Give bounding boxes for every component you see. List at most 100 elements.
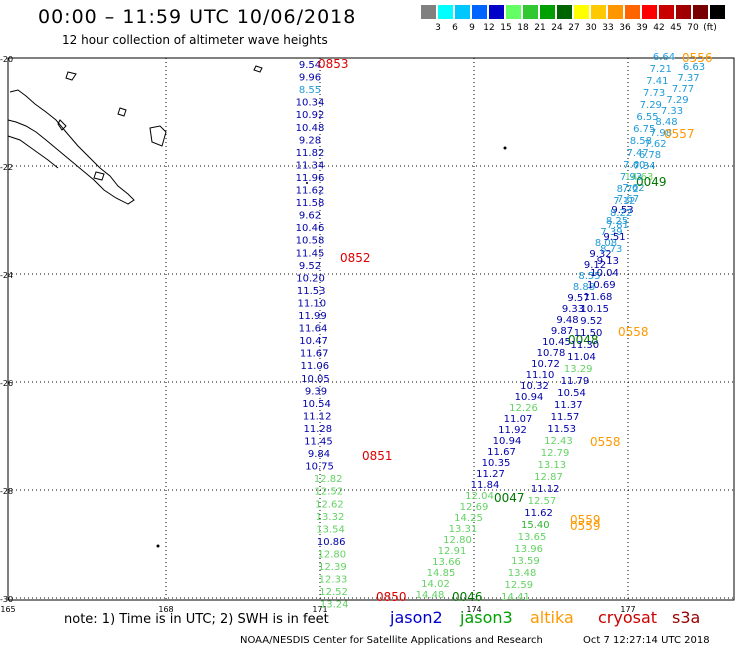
scale-swatch [625,5,640,19]
swh-value: 11.58 [296,198,325,209]
map-subtitle: 12 hour collection of altimeter wave hei… [62,33,328,47]
legend-item-jason3: jason3 [460,608,513,627]
swh-value: 9.32 [589,249,611,260]
swh-value: 11.84 [471,480,500,491]
swh-value: 11.68 [584,292,613,303]
swh-value: 12.79 [541,448,570,459]
swh-value: 10.48 [296,123,325,134]
swh-value: 10.32 [520,381,549,392]
swh-value: 7.41 [646,76,668,87]
swh-value: 7.47 [626,148,648,159]
coastline [7,65,507,548]
swh-value: 12.87 [534,472,563,483]
x-tick-label: 177 [620,605,635,614]
scale-swatch [710,5,725,19]
y-tick-label: -30 [0,595,13,604]
swh-value: 11.34 [296,160,325,171]
swh-value: 12.04 [465,491,494,502]
swh-value: 10.86 [317,537,346,548]
swh-value: 9.48 [556,315,578,326]
scale-swatch [472,5,487,19]
scale-label: 21 [534,23,546,33]
swh-value: 7.62 [644,139,666,150]
scale-swatch [421,5,436,19]
scale-label: 27 [568,23,580,33]
swh-value: 12.33 [319,575,348,586]
swh-value: 11.96 [296,173,325,184]
swh-value: 10.78 [537,348,566,359]
map-title: 00:00 – 11:59 UTC 10/06/2018 [38,6,357,28]
swh-value: 10.04 [590,268,619,279]
swh-value: 8.08 [595,238,617,249]
scale-swatch [489,5,504,19]
scale-label: 15 [500,23,512,33]
swh-value: 13.66 [432,557,461,568]
y-tick-label: -26 [0,379,13,388]
y-tick-label: -20 [0,55,13,64]
x-tick-label: 165 [0,605,15,614]
track-jason3: 14.4814.0214.8513.6612.9112.8013.3114.25… [416,62,705,604]
swh-value: 10.05 [301,374,330,385]
time-label: 0046 [452,590,483,604]
swh-value: 12.52 [319,587,348,598]
scale-swatch [540,5,555,19]
swh-value: 6.55 [636,112,658,123]
swh-value: 9.28 [299,135,321,146]
time-label: 0049 [636,175,667,189]
time-label: 0557 [664,127,695,141]
scale-label: 70 [687,23,699,33]
swh-value: 12.69 [460,502,489,513]
scale-label: 18 [517,23,529,33]
swh-value: 10.45 [542,337,571,348]
swh-value: 7.21 [650,64,672,75]
swh-value: 7.62 [622,183,644,194]
swh-value: 11.50 [574,328,603,339]
swh-value: 6.78 [639,150,661,161]
swh-value: 10.47 [299,336,328,347]
swh-value: 11.57 [551,412,580,423]
swh-value: 7.81 [607,220,629,231]
scale-swatch [676,5,691,19]
swh-value: 13.96 [514,544,543,555]
swh-value: 6.75 [633,124,655,135]
swh-value: 11.92 [498,425,527,436]
swh-value: 12.39 [318,562,347,573]
swh-value: 6.64 [653,52,675,63]
swh-value: 9.52 [299,261,321,272]
y-tick-label: -24 [0,271,13,280]
swh-value: 14.48 [416,590,445,601]
swh-value: 11.10 [297,298,326,309]
swh-value: 9.84 [308,449,330,460]
swh-value: 12.26 [509,403,538,414]
footer-credit: NOAA/NESDIS Center for Satellite Applica… [240,635,543,646]
swh-value: 13.24 [320,600,349,611]
legend-item-cryosat: cryosat [598,608,658,627]
time-label: 0047 [494,491,525,505]
swh-value: 12.62 [315,499,344,510]
swh-value: 9.51 [603,232,625,243]
scale-swatch [591,5,606,19]
swh-value: 9.57 [567,293,589,304]
swh-value: 14.41 [501,592,530,603]
legend-item-s3a: s3a [672,608,701,627]
swh-value: 12.59 [504,580,533,591]
swh-value: 7.93 [620,172,642,183]
swh-value: 9.52 [580,316,602,327]
scale-swatch [506,5,521,19]
y-tick-label: -22 [0,163,13,172]
swh-value: 7.73 [643,88,665,99]
time-label: 0853 [318,57,349,71]
swh-value: 11.07 [504,414,533,425]
time-label: 0850 [376,590,407,604]
swh-value: 9.62 [299,211,321,222]
scale-swatch [608,5,623,19]
x-tick-label: 168 [158,605,173,614]
swh-value: 13.29 [564,364,593,375]
swh-value: 11.45 [296,248,325,259]
scale-label: 30 [585,23,597,33]
swh-value: 9.12 [584,260,606,271]
y-tick-label: -28 [0,487,13,496]
swh-value: 11.27 [476,469,505,480]
scale-label: 24 [551,23,563,33]
